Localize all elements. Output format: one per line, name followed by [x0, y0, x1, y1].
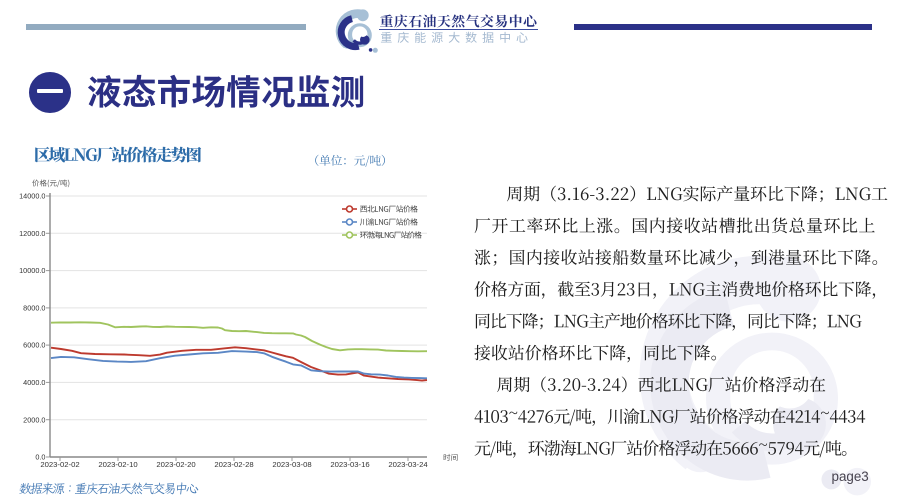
svg-text:0.0: 0.0	[35, 453, 45, 462]
svg-text:2023-03-08: 2023-03-08	[272, 460, 311, 469]
svg-text:14000.0: 14000.0	[19, 192, 45, 201]
svg-text:8000.0: 8000.0	[23, 304, 45, 313]
svg-text:2000.0: 2000.0	[23, 415, 45, 424]
svg-text:2023-03-16: 2023-03-16	[330, 460, 369, 469]
svg-text:10000.0: 10000.0	[19, 266, 45, 275]
svg-text:6000.0: 6000.0	[23, 341, 45, 350]
svg-text:2023-02-02: 2023-02-02	[40, 460, 79, 469]
svg-text:4000.0: 4000.0	[23, 378, 45, 387]
svg-text:2023-03-24: 2023-03-24	[388, 460, 428, 469]
svg-text:2023-02-28: 2023-02-28	[214, 460, 253, 469]
svg-text:2023-02-10: 2023-02-10	[98, 460, 137, 469]
svg-text:12000.0: 12000.0	[19, 229, 45, 238]
svg-text:2023-02-20: 2023-02-20	[156, 460, 195, 469]
